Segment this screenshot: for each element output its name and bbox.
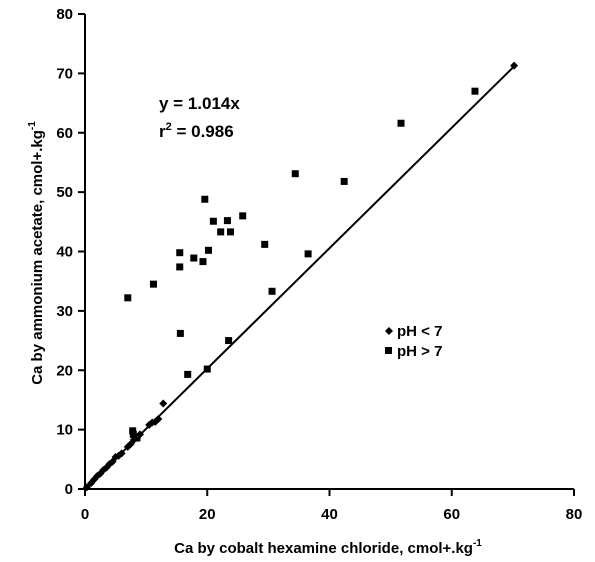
plot-area <box>82 61 519 492</box>
point-ph-gt-7 <box>176 329 184 337</box>
point-ph-gt-7 <box>291 170 299 178</box>
r2-prefix: r <box>159 122 166 141</box>
point-ph-gt-7 <box>129 427 137 435</box>
y-tick-label: 30 <box>56 303 73 320</box>
point-ph-gt-7 <box>340 177 348 185</box>
point-ph-gt-7 <box>397 119 405 127</box>
point-ph-lt-7 <box>510 61 519 70</box>
x-axis-title-sup: -1 <box>473 538 482 549</box>
point-ph-lt-7 <box>159 399 168 408</box>
y-tick-label: 0 <box>65 481 73 498</box>
legend-square-marker <box>385 347 392 354</box>
point-ph-lt-7 <box>154 414 163 423</box>
point-ph-gt-7 <box>304 250 312 258</box>
point-ph-gt-7 <box>239 212 247 220</box>
point-ph-gt-7 <box>129 430 137 438</box>
y-tick-label: 20 <box>56 362 73 379</box>
y-tick-label: 50 <box>56 184 73 201</box>
point-ph-gt-7 <box>217 228 225 236</box>
r2-label: r2 = 0.986 <box>159 121 234 141</box>
point-ph-gt-7 <box>124 294 132 302</box>
point-ph-gt-7 <box>261 240 269 248</box>
point-ph-gt-7 <box>133 434 141 442</box>
y-axis-title-sup: -1 <box>27 121 38 130</box>
x-axis-title-text: Ca by cobalt hexamine chloride, cmol+.kg <box>174 540 473 557</box>
r2-sup: 2 <box>166 121 172 133</box>
legend-label-ph-lt-7: pH < 7 <box>397 323 442 340</box>
y-tick-label: 60 <box>56 125 73 142</box>
y-axis-title-text: Ca by ammonium acetate, cmol+.kg <box>29 130 46 385</box>
point-ph-gt-7 <box>268 287 276 295</box>
x-tick-label: 20 <box>199 506 216 523</box>
y-axis-title: Ca by ammonium acetate, cmol+.kg-1 <box>27 121 46 385</box>
point-ph-gt-7 <box>225 337 233 345</box>
point-ph-gt-7 <box>149 280 157 288</box>
point-ph-gt-7 <box>223 217 231 225</box>
y-tick-label: 40 <box>56 244 73 261</box>
point-ph-gt-7 <box>190 254 198 262</box>
legend-item-ph-gt-7: pH > 7 <box>385 343 442 360</box>
legend-item-ph-lt-7: pH < 7 <box>385 323 442 340</box>
point-ph-gt-7 <box>209 217 217 225</box>
y-tick-label: 80 <box>56 6 73 23</box>
point-ph-gt-7 <box>176 263 184 271</box>
y-tick-label: 70 <box>56 65 73 82</box>
y-ticks: 0 10 20 30 40 50 60 70 80 <box>56 6 85 498</box>
x-tick-label: 80 <box>566 506 583 523</box>
point-ph-gt-7 <box>226 228 234 236</box>
point-ph-gt-7 <box>471 87 479 95</box>
x-tick-label: 40 <box>321 506 338 523</box>
x-tick-label: 60 <box>443 506 460 523</box>
y-tick-label: 10 <box>56 422 73 439</box>
equation-label: y = 1.014x <box>159 94 240 113</box>
point-ph-gt-7 <box>201 195 209 203</box>
point-ph-gt-7 <box>199 258 207 266</box>
point-ph-lt-7 <box>117 449 126 458</box>
point-ph-gt-7 <box>176 249 184 257</box>
x-axis-title: Ca by cobalt hexamine chloride, cmol+.kg… <box>174 538 482 557</box>
x-ticks: 0 20 40 60 80 <box>81 489 583 523</box>
legend-label-ph-gt-7: pH > 7 <box>397 343 442 360</box>
legend: pH < 7 pH > 7 <box>385 323 442 360</box>
x-tick-label: 0 <box>81 506 89 523</box>
point-ph-lt-7 <box>123 442 132 451</box>
point-ph-gt-7 <box>184 370 192 378</box>
point-ph-gt-7 <box>203 365 211 373</box>
legend-diamond-marker <box>385 327 393 335</box>
point-ph-gt-7 <box>204 246 212 254</box>
r2-suffix: = 0.986 <box>172 122 234 141</box>
